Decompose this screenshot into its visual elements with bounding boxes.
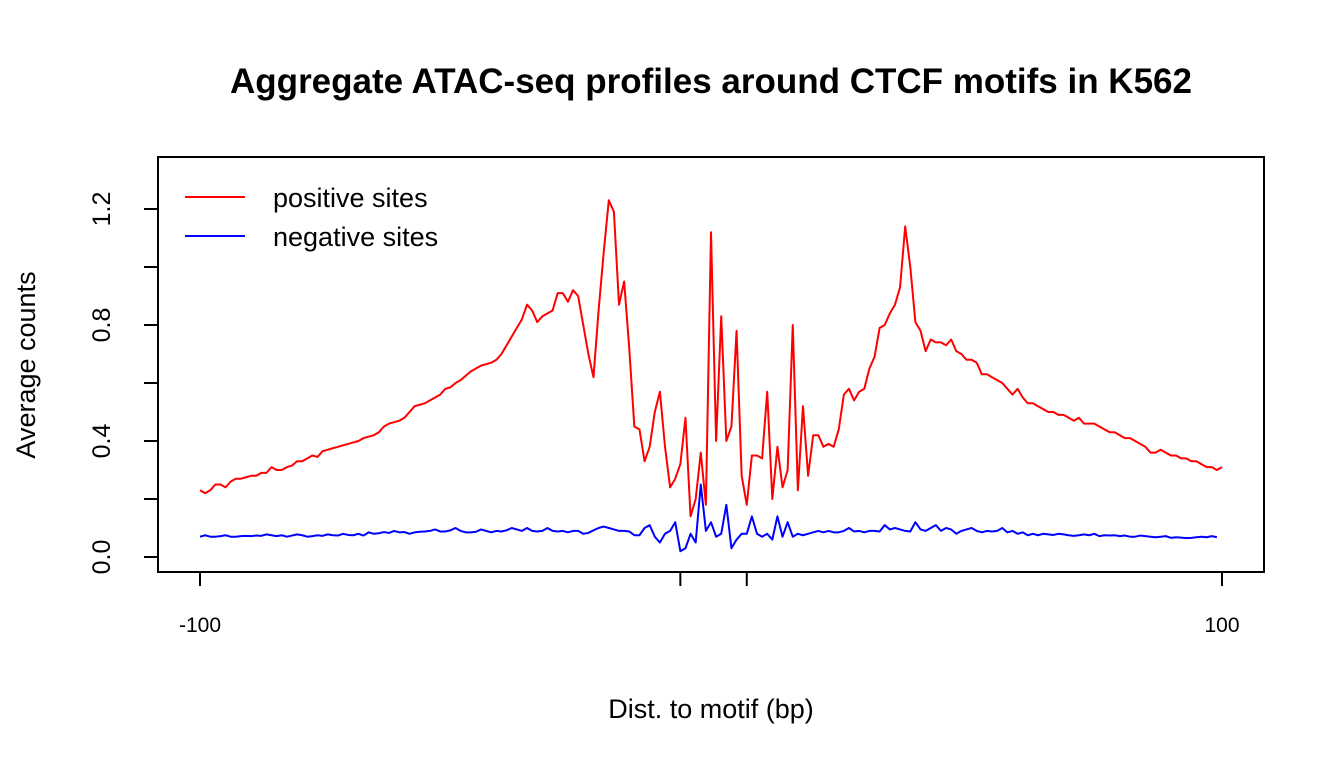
y-tick-label: 1.2 xyxy=(88,192,116,227)
legend: positive sites negative sites xyxy=(185,183,438,252)
legend-label: positive sites xyxy=(273,183,428,213)
plot-frame xyxy=(157,156,1265,573)
series-line-positive xyxy=(199,199,1223,518)
x-tick-label: -100 xyxy=(179,614,221,637)
chart-title: Aggregate ATAC-seq profiles around CTCF … xyxy=(230,62,1192,101)
x-axis-label: Dist. to motif (bp) xyxy=(608,694,814,724)
y-tick-label: 0.4 xyxy=(88,424,116,459)
legend-label: negative sites xyxy=(273,222,438,252)
y-axis-label: Average counts xyxy=(11,271,41,458)
x-tick-label: 100 xyxy=(1204,614,1239,637)
series-line-negative xyxy=(199,483,1218,553)
y-tick-label: 0.8 xyxy=(88,308,116,343)
y-tick-label: 0.0 xyxy=(88,540,116,575)
